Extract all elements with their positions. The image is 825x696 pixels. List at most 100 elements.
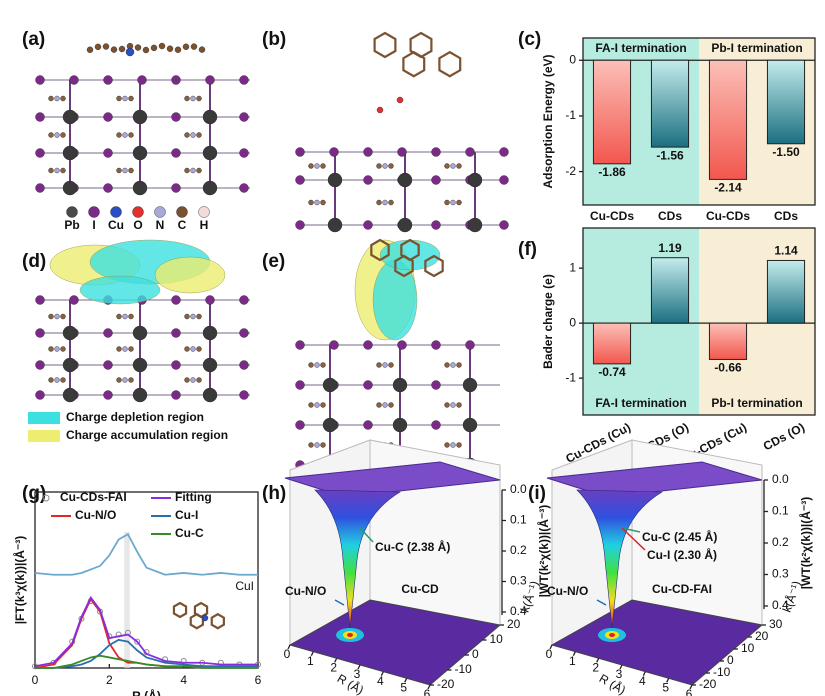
x-tick (666, 678, 670, 683)
surface-funnel (314, 489, 402, 629)
data-point (134, 638, 141, 645)
atom (35, 112, 45, 122)
atom (35, 390, 45, 400)
atom (327, 217, 343, 233)
value-label: -0.66 (714, 361, 742, 375)
ring (424, 254, 444, 278)
x-tick-label: 3 (616, 667, 623, 681)
atom (431, 147, 441, 157)
atom (103, 112, 113, 122)
legend-label: N (156, 218, 165, 232)
atom (295, 420, 305, 430)
structure (300, 151, 505, 226)
value-label: -0.74 (598, 365, 626, 379)
x-tick-label: 1 (569, 654, 576, 668)
x-tick (380, 671, 384, 676)
x-tick-label: CDs (658, 209, 682, 223)
legend-label: Cu-I (175, 508, 198, 522)
atom (35, 148, 45, 158)
z-tick-label: 0.0 (772, 472, 789, 486)
atom (499, 220, 509, 230)
z-tick-label: 0.3 (772, 567, 789, 581)
atom (103, 75, 113, 85)
atom (376, 106, 384, 114)
atom (196, 377, 202, 383)
charge-region (79, 275, 161, 305)
legend-label: Pb (64, 218, 79, 232)
atom (60, 95, 66, 102)
x-tick (572, 651, 576, 656)
atom (397, 217, 413, 233)
panel-label: (a) (22, 29, 45, 50)
atom (388, 163, 394, 169)
atom (128, 313, 134, 320)
atom (456, 163, 462, 169)
atom (48, 377, 54, 383)
panel-label: (f) (518, 239, 537, 260)
atom (166, 45, 174, 52)
legend-label: C (178, 218, 187, 232)
atom (499, 147, 509, 157)
atom (35, 75, 45, 85)
group-label: Pb-I termination (711, 396, 802, 410)
atom (54, 167, 60, 174)
atom (444, 199, 450, 206)
atom (239, 148, 249, 158)
line-series (34, 532, 258, 576)
x-tick-label: 6 (424, 687, 431, 696)
y-axis-label: Bader charge (e) (541, 274, 555, 369)
atom (450, 163, 456, 169)
bar (650, 257, 690, 324)
legend-label: I (92, 218, 95, 232)
atom (320, 199, 326, 206)
atom (171, 112, 181, 122)
atom (196, 167, 202, 174)
x-tick-label: 5 (400, 681, 407, 695)
atom (171, 390, 181, 400)
atom (205, 295, 215, 305)
x-tick-label: Cu-CDs (590, 209, 634, 223)
atom (308, 163, 314, 169)
atom (450, 442, 456, 448)
x-tick-label: 6 (686, 687, 693, 696)
atom (60, 313, 66, 320)
legend-label: Cu (108, 218, 124, 232)
atom (132, 357, 148, 373)
atom (150, 44, 158, 52)
charge-region (154, 256, 226, 294)
panel-label: (i) (528, 483, 546, 504)
y-axis-label: |FT(k³χ(k))|(Å⁻³) (12, 536, 27, 625)
atom (128, 132, 134, 138)
atom (190, 132, 196, 138)
panel-label: (d) (22, 251, 46, 272)
atom (48, 132, 54, 138)
atom (202, 357, 218, 373)
atom (62, 180, 78, 196)
y-tick-label: -1 (565, 108, 576, 122)
atom (132, 180, 148, 196)
x-tick (596, 658, 600, 663)
atom (202, 387, 218, 403)
atom (60, 346, 66, 352)
atom (431, 420, 441, 430)
atom (329, 147, 339, 157)
x-tick-label: 0 (284, 647, 291, 661)
value-label: -2.14 (714, 181, 742, 195)
annotation: Cu-C (2.45 Å) (642, 529, 717, 544)
atom (444, 163, 450, 169)
atom (190, 346, 196, 352)
y-tick-label: -10 (713, 665, 731, 679)
atom (137, 75, 147, 85)
y-tick-label: 20 (755, 629, 769, 643)
x-tick (642, 671, 646, 676)
bar (708, 322, 748, 360)
atom (314, 362, 320, 368)
heat-spot (609, 633, 615, 637)
bar (766, 259, 806, 324)
atom (431, 175, 441, 185)
value-label: -1.56 (656, 148, 684, 162)
atom (444, 362, 450, 368)
plot-frame (582, 227, 816, 416)
atom (184, 313, 190, 320)
